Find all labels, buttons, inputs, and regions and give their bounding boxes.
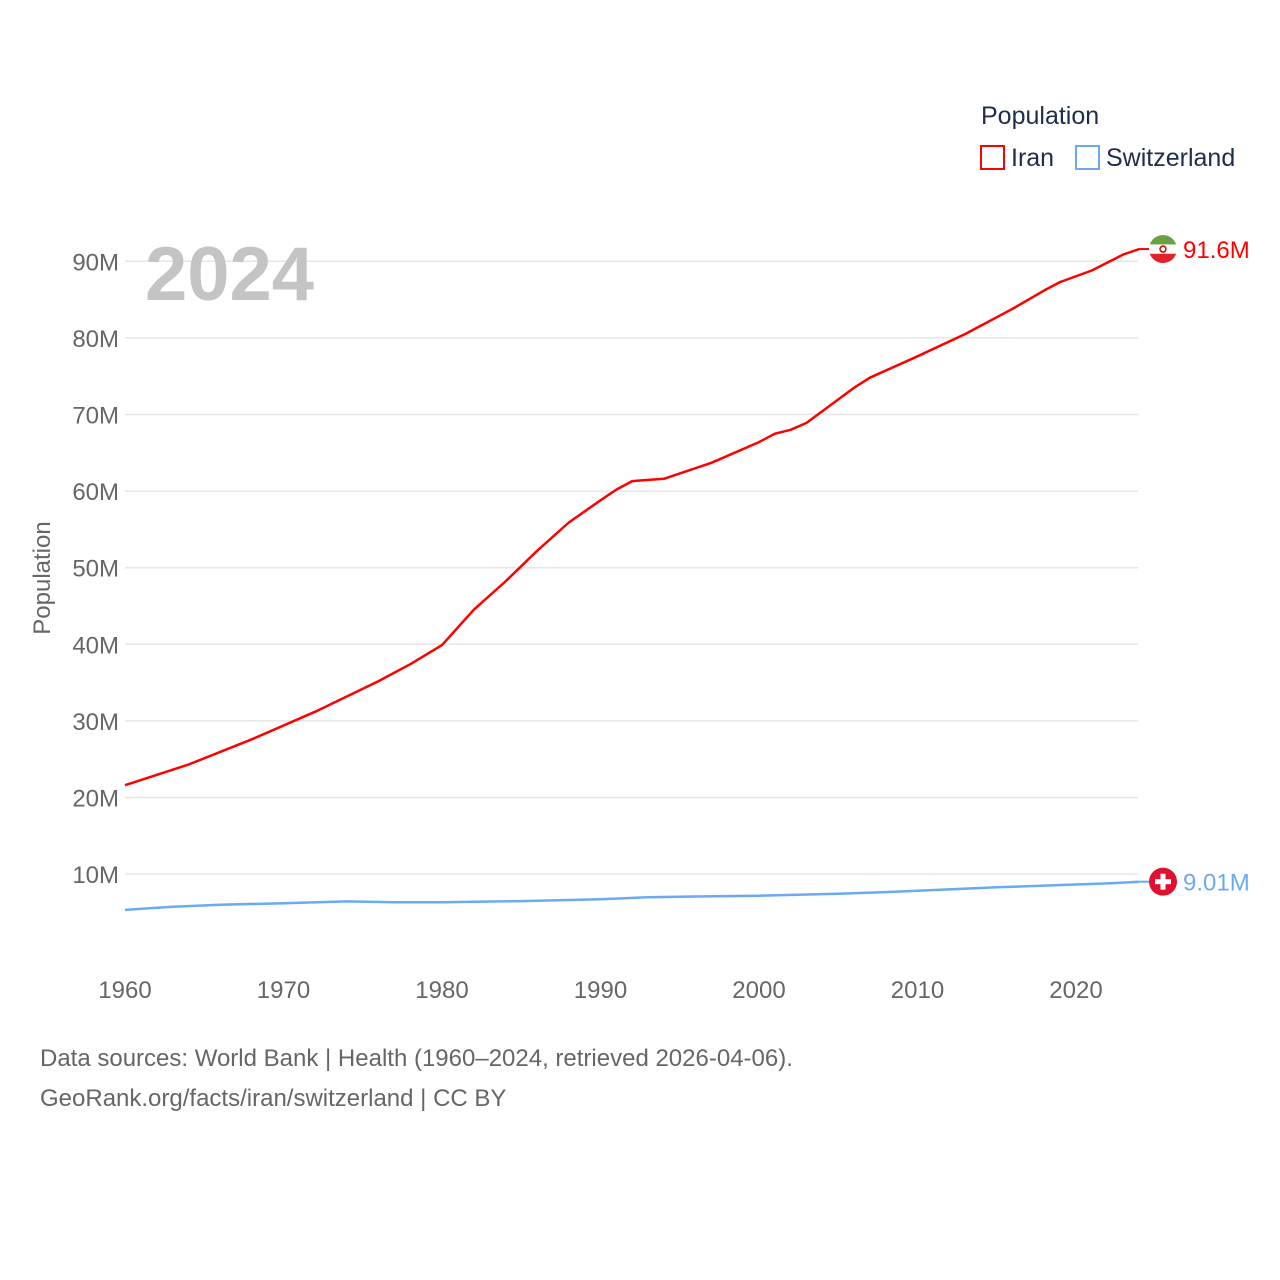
footer-sources: Data sources: World Bank | Health (1960–… — [40, 1045, 793, 1072]
legend: Population Iran Switzerland — [980, 102, 1235, 172]
y-tick-label: 70M — [72, 403, 119, 430]
iran-flag-icon — [1149, 235, 1177, 264]
x-tick-label: 1960 — [98, 977, 151, 1004]
x-tick-label: 2020 — [1049, 977, 1102, 1004]
y-tick-label: 30M — [72, 709, 119, 736]
series-line-iran — [124, 247, 1140, 787]
x-tick-label: 1990 — [574, 977, 627, 1004]
end-value-label-iran: 91.6M — [1183, 237, 1250, 264]
gridlines — [125, 260, 1138, 875]
legend-swatch-iran — [980, 145, 1005, 170]
legend-item-switzerland[interactable]: Switzerland — [1075, 144, 1235, 172]
y-tick-label: 90M — [72, 249, 119, 276]
footer-attribution[interactable]: GeoRank.org/facts/iran/switzerland | CC … — [40, 1085, 507, 1112]
y-tick-label: 10M — [72, 862, 119, 889]
series-line-switzerland — [124, 880, 1140, 912]
y-tick-label: 80M — [72, 326, 119, 353]
switzerland-flag-icon — [1149, 867, 1177, 896]
x-tick-label: 2010 — [891, 977, 944, 1004]
legend-item-iran[interactable]: Iran — [980, 144, 1054, 172]
x-tick-label: 1980 — [415, 977, 468, 1004]
y-axis-label: Population — [29, 521, 56, 634]
y-tick-label: 50M — [72, 556, 119, 583]
x-axis-ticks: 1960 1970 1980 1990 2000 2010 2020 — [98, 977, 1102, 1004]
legend-swatch-switzerland — [1075, 145, 1100, 170]
x-tick-label: 1970 — [257, 977, 310, 1004]
series-lines — [124, 247, 1140, 912]
year-label: 2024 — [145, 232, 314, 317]
y-tick-label: 40M — [72, 632, 119, 659]
y-tick-label: 20M — [72, 786, 119, 813]
series-end-labels: 91.6M 9.01M — [1139, 235, 1250, 897]
legend-title: Population — [981, 102, 1099, 130]
y-tick-label: 60M — [72, 479, 119, 506]
y-axis-ticks: 10M 20M 30M 40M 50M 60M 70M 80M 90M — [72, 249, 119, 889]
legend-label-iran: Iran — [1011, 144, 1054, 172]
x-tick-label: 2000 — [732, 977, 785, 1004]
legend-label-switzerland: Switzerland — [1106, 144, 1235, 172]
end-value-label-switzerland: 9.01M — [1183, 870, 1250, 897]
